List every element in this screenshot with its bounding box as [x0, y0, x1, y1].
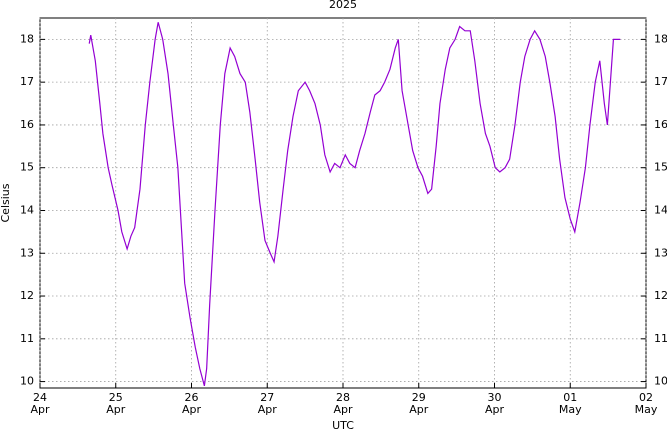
y2-tick-label: 18 — [654, 32, 667, 45]
chart-title: 2025 — [329, 0, 357, 11]
x-tick-label: 27 Apr — [258, 391, 278, 416]
y2-tick-label: 15 — [654, 161, 667, 174]
y2-tick-label: 10 — [654, 375, 667, 388]
x-tick-label: 28 Apr — [333, 391, 353, 416]
data-line — [88, 22, 621, 387]
x-tick-label: 24 Apr — [30, 391, 50, 416]
x-tick-label: 30 Apr — [485, 391, 505, 416]
y2-tick-label: 17 — [654, 75, 667, 88]
y-tick-label: 18 — [20, 32, 34, 45]
x-tick-label: 01 May — [559, 391, 582, 416]
y-tick-label: 14 — [20, 203, 34, 216]
y-tick-label: 16 — [20, 118, 34, 131]
x-tick-label: 29 Apr — [409, 391, 429, 416]
y-tick-label: 17 — [20, 75, 34, 88]
x-tick-label: 02 May — [635, 391, 658, 416]
x-tick-label: 26 Apr — [182, 391, 202, 416]
x-tick-label: 25 Apr — [106, 391, 126, 416]
y2-tick-label: 16 — [654, 118, 667, 131]
x-axis-label: UTC — [332, 419, 354, 432]
y-tick-label: 10 — [20, 375, 34, 388]
y2-tick-label: 14 — [654, 203, 667, 216]
y-tick-label: 15 — [20, 161, 34, 174]
y-tick-label: 12 — [20, 289, 34, 302]
y-tick-label: 13 — [20, 246, 34, 259]
y-tick-label: 11 — [20, 332, 34, 345]
y-axis-label: Celsius — [0, 183, 12, 222]
y2-tick-label: 13 — [654, 246, 667, 259]
y2-tick-label: 12 — [654, 289, 667, 302]
y2-tick-label: 11 — [654, 332, 667, 345]
